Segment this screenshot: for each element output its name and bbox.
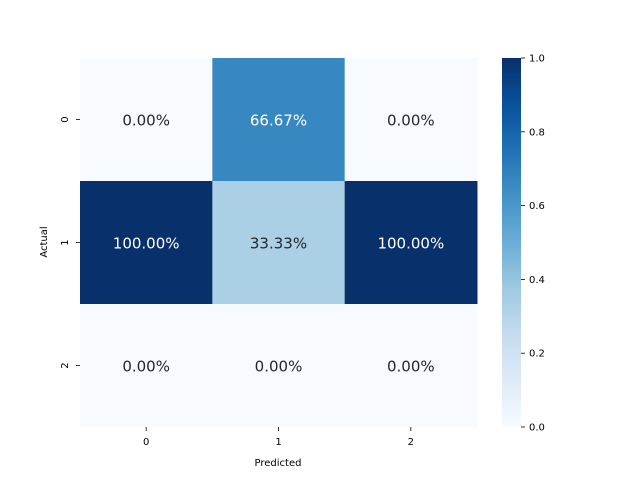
x-tick-label-0: 0 bbox=[143, 437, 149, 448]
cell-label-r0-c1: 66.67% bbox=[250, 112, 307, 130]
x-tick-label-1: 1 bbox=[275, 437, 281, 448]
heatmap-cell-r0-c1 bbox=[212, 58, 346, 182]
heatmap-cell-r0-c2 bbox=[344, 58, 478, 182]
y-tick-label-2: 2 bbox=[60, 362, 71, 368]
y-tick-label-1: 1 bbox=[60, 239, 71, 245]
colorbar-tick-label-2: 0.4 bbox=[529, 275, 545, 286]
x-axis-ticks: 0 1 2 bbox=[143, 427, 414, 448]
heatmap-cell-r0-c0 bbox=[80, 58, 213, 182]
heatmap-cells bbox=[80, 58, 478, 428]
colorbar-tick-label-0: 0.0 bbox=[529, 423, 545, 434]
heatmap-cell-r2-c0 bbox=[80, 304, 213, 428]
colorbar-tick-label-4: 0.8 bbox=[529, 127, 545, 138]
cell-label-r0-c0: 0.00% bbox=[122, 112, 170, 130]
colorbar-tick-label-3: 0.6 bbox=[529, 201, 545, 212]
heatmap-cell-r2-c2 bbox=[344, 304, 478, 428]
cell-label-r1-c2: 100.00% bbox=[377, 235, 444, 253]
y-axis-ticks: 0 1 2 bbox=[60, 116, 80, 369]
colorbar-ticks: 0.0 0.2 0.4 0.6 0.8 1.0 bbox=[521, 54, 545, 434]
cell-labels: 0.00% 66.67% 0.00% 100.00% 33.33% 100.00% 0.00… bbox=[113, 112, 444, 376]
heatmap-cell-r2-c1 bbox=[212, 304, 346, 428]
cell-label-r0-c2: 0.00% bbox=[387, 112, 435, 130]
y-axis-label: Actual bbox=[39, 226, 50, 257]
x-tick-label-2: 2 bbox=[408, 437, 414, 448]
cell-label-r1-c0: 100.00% bbox=[113, 235, 180, 253]
cell-label-r2-c2: 0.00% bbox=[387, 358, 435, 376]
cell-label-r1-c1: 33.33% bbox=[250, 235, 307, 253]
cell-label-r2-c1: 0.00% bbox=[255, 358, 303, 376]
colorbar-tick-label-1: 0.2 bbox=[529, 349, 545, 360]
y-tick-label-0: 0 bbox=[60, 116, 71, 122]
heatmap-cell-r1-c2 bbox=[344, 181, 478, 305]
x-axis-label: Predicted bbox=[255, 458, 302, 469]
colorbar-tick-label-5: 1.0 bbox=[529, 54, 545, 65]
heatmap-cell-r1-c1 bbox=[212, 181, 346, 305]
colorbar bbox=[502, 58, 521, 427]
cell-label-r2-c0: 0.00% bbox=[122, 358, 170, 376]
heatmap-cell-r1-c0 bbox=[80, 181, 213, 305]
